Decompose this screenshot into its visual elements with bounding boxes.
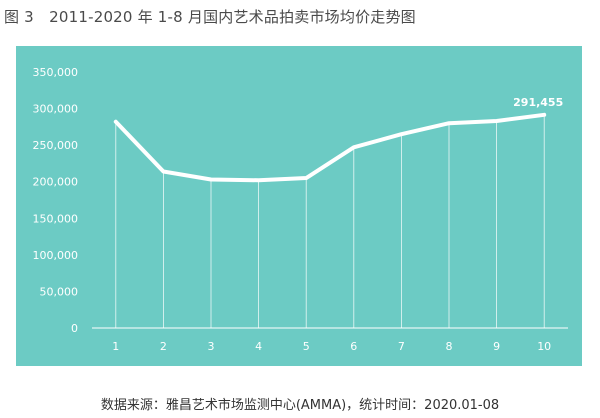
x-tick-label: 8 bbox=[446, 340, 453, 353]
x-tick-label: 7 bbox=[398, 340, 405, 353]
data-label: 291,455 bbox=[513, 96, 563, 109]
x-tick-label: 1 bbox=[112, 340, 119, 353]
x-tick-label: 5 bbox=[303, 340, 310, 353]
x-tick-label: 2 bbox=[160, 340, 167, 353]
data-source-note: 数据来源：雅昌艺术市场监测中心(AMMA)，统计时间：2020.01-08 bbox=[100, 398, 500, 413]
y-tick-label: 100,000 bbox=[33, 249, 79, 262]
x-tick-label: 9 bbox=[493, 340, 500, 353]
y-tick-label: 250,000 bbox=[33, 139, 79, 152]
y-tick-label: 300,000 bbox=[33, 103, 79, 116]
x-tick-label: 4 bbox=[255, 340, 262, 353]
line-chart: 0 50,000 100,000 150,000 200,000 250,000 300,0… bbox=[33, 66, 568, 353]
y-tick-label: 50,000 bbox=[40, 285, 79, 298]
y-tick-label: 150,000 bbox=[33, 212, 79, 225]
x-tick-label: 10 bbox=[537, 340, 551, 353]
chart-panel: 0 50,000 100,000 150,000 200,000 250,000 300,0… bbox=[16, 46, 582, 366]
y-tick-label: 200,000 bbox=[33, 176, 79, 189]
series-line bbox=[113, 112, 547, 183]
figure-title: 图 3 2011-2020 年 1-8 月国内艺术品拍卖市场均价走势图 bbox=[4, 8, 416, 26]
x-tick-label: 3 bbox=[208, 340, 215, 353]
y-tick-label: 350,000 bbox=[33, 66, 79, 79]
x-tick-label: 6 bbox=[350, 340, 357, 353]
y-tick-label: 0 bbox=[71, 322, 78, 335]
